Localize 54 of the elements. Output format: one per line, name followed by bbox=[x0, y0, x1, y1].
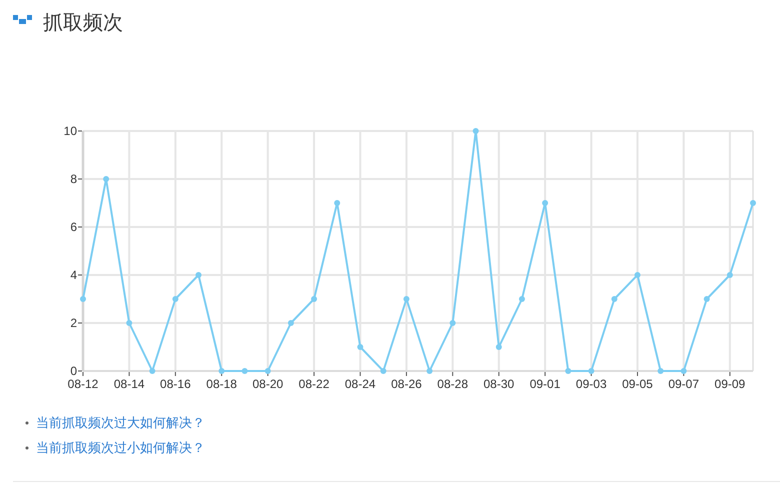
x-tick-label: 08-28 bbox=[437, 377, 468, 391]
point bbox=[518, 296, 525, 302]
point bbox=[426, 368, 433, 374]
point bbox=[126, 320, 132, 326]
point bbox=[704, 296, 710, 302]
x-tick-label: 09-01 bbox=[530, 377, 561, 391]
point bbox=[658, 368, 664, 374]
point bbox=[680, 368, 687, 374]
point bbox=[357, 344, 364, 350]
x-tick-label: 08-20 bbox=[252, 377, 284, 391]
point bbox=[750, 200, 756, 206]
point bbox=[496, 344, 502, 350]
point bbox=[726, 272, 733, 278]
point bbox=[242, 368, 248, 374]
x-tick-label: 08-22 bbox=[298, 377, 330, 391]
x-tick-label: 09-05 bbox=[622, 377, 654, 391]
point bbox=[311, 296, 318, 302]
point bbox=[634, 272, 640, 278]
point bbox=[450, 320, 456, 326]
chart-title: 抓取频次 bbox=[43, 10, 123, 34]
point bbox=[103, 176, 110, 182]
point bbox=[472, 128, 479, 134]
x-tick-label: 09-09 bbox=[714, 377, 746, 391]
point bbox=[264, 368, 271, 374]
x-tick-label: 08-18 bbox=[206, 377, 238, 391]
x-tick-label: 08-30 bbox=[484, 377, 515, 391]
x-tick-label: 08-26 bbox=[391, 377, 422, 391]
x-tick-label: 09-03 bbox=[576, 377, 607, 391]
x-tick-label: 09-07 bbox=[668, 377, 700, 391]
point bbox=[542, 200, 548, 206]
text: 当前抓取频次过大如何解决？ bbox=[36, 416, 205, 431]
point bbox=[218, 368, 225, 374]
point bbox=[334, 200, 340, 206]
x-tick-label: 08-12 bbox=[68, 377, 99, 391]
point bbox=[403, 296, 410, 302]
x-tick-label: 08-24 bbox=[344, 377, 376, 391]
point bbox=[149, 368, 156, 374]
text: 当前抓取频次过小如何解决？ bbox=[36, 441, 205, 456]
point bbox=[380, 368, 386, 374]
point bbox=[288, 320, 294, 326]
point bbox=[611, 296, 618, 302]
y-tick-label: 4 bbox=[70, 268, 78, 282]
y-tick-label: 10 bbox=[64, 124, 78, 138]
y-tick-label: 6 bbox=[70, 220, 78, 234]
point bbox=[565, 368, 572, 374]
point bbox=[172, 296, 178, 302]
x-tick-label: 08-16 bbox=[160, 377, 192, 391]
point bbox=[196, 272, 202, 278]
point bbox=[588, 368, 594, 374]
y-tick-label: 8 bbox=[70, 172, 78, 186]
y-tick-label: 2 bbox=[70, 316, 78, 330]
x-tick-label: 08-14 bbox=[114, 377, 145, 391]
point bbox=[80, 296, 86, 302]
y-tick-label: 0 bbox=[70, 364, 78, 378]
